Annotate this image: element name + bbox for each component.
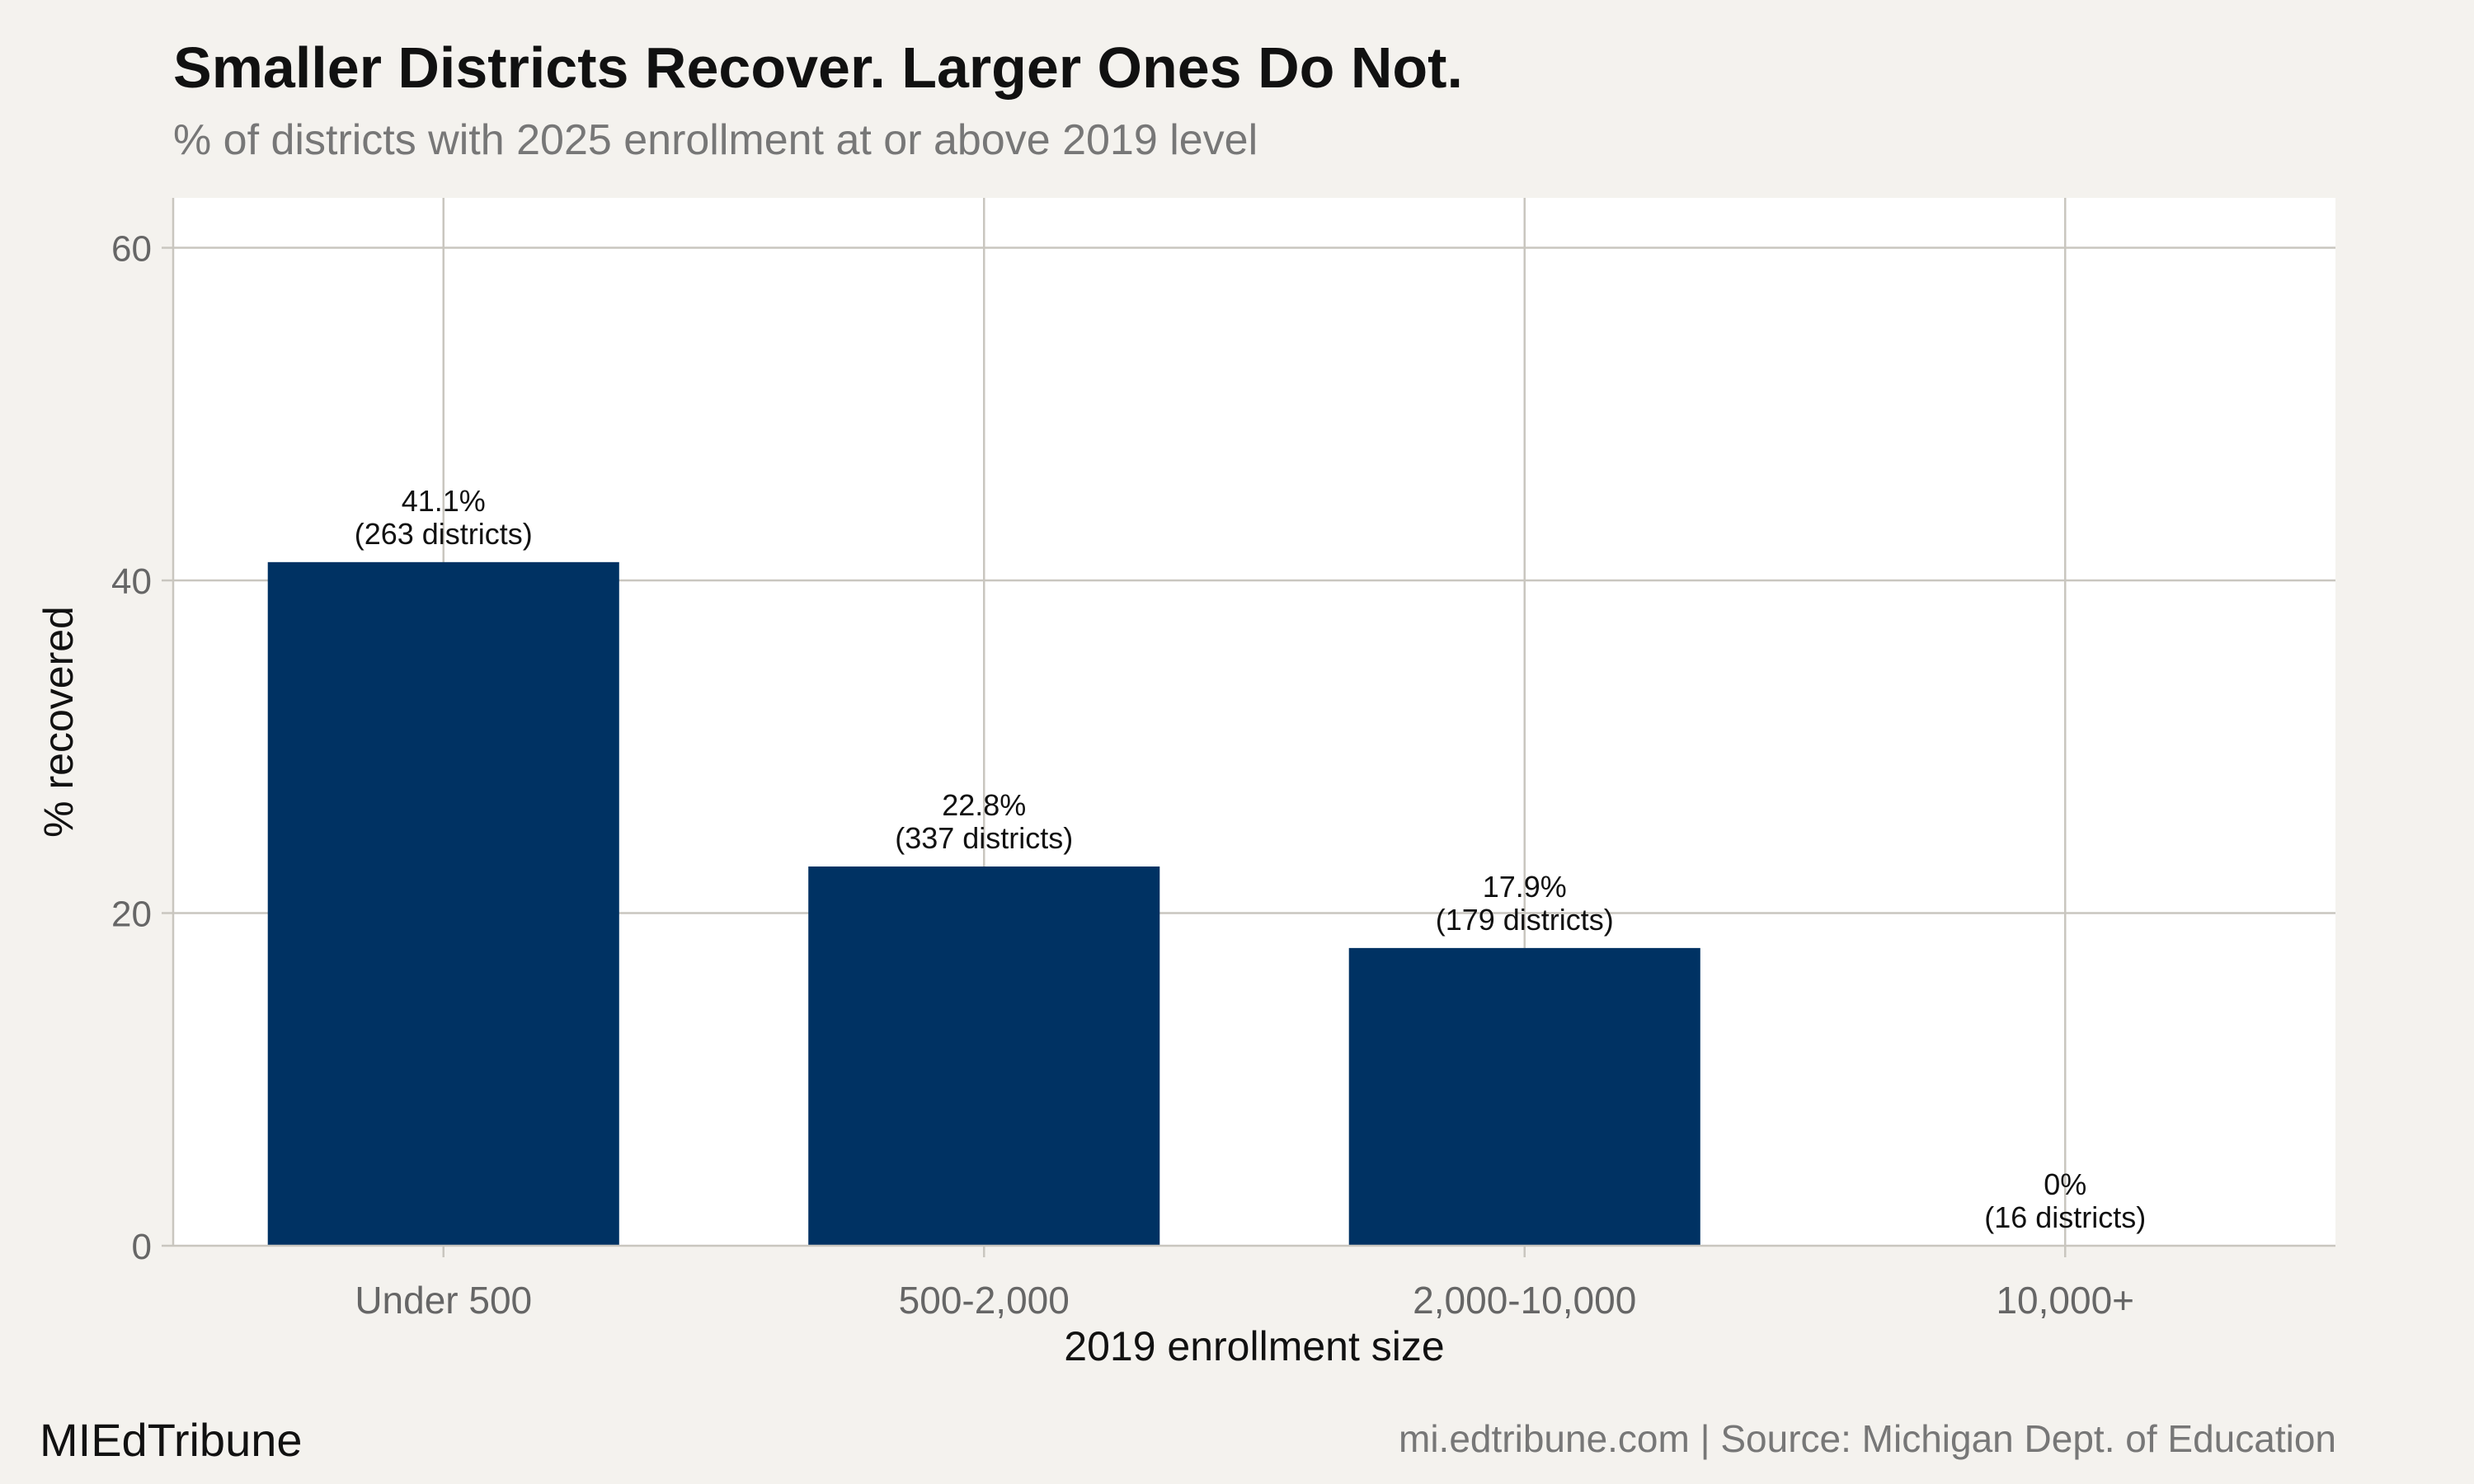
bar <box>808 866 1160 1246</box>
y-tick-label: 20 <box>111 895 152 935</box>
x-tick-label: 10,000+ <box>1996 1279 2134 1322</box>
brand-logo-text: MIEdTribune <box>40 1414 303 1466</box>
bar <box>1348 947 1700 1246</box>
y-tick-label: 40 <box>111 561 152 602</box>
bar <box>267 561 619 1246</box>
x-tick-label: 2,000-10,000 <box>1413 1279 1636 1322</box>
bar-value-label: 17.9% <box>1483 870 1567 904</box>
y-axis-title: % recovered <box>35 606 82 838</box>
x-axis-title: 2019 enrollment size <box>1064 1323 1444 1369</box>
bar-count-label: (16 districts) <box>1984 1200 2146 1234</box>
x-tick-label: Under 500 <box>355 1279 532 1322</box>
x-tick-label: 500-2,000 <box>899 1279 1070 1322</box>
chart-subtitle: % of districts with 2025 enrollment at o… <box>173 116 1258 164</box>
bar-value-label: 41.1% <box>402 484 486 518</box>
bars <box>267 561 1700 1246</box>
y-tick-label: 0 <box>132 1227 152 1267</box>
y-tick-label: 60 <box>111 229 152 270</box>
axes: 0 20 40 60 Under 500 500-2,000 2,000-10,000 10,… <box>111 198 2335 1322</box>
chart-title: Smaller Districts Recover. Larger Ones D… <box>173 35 1463 100</box>
bar-value-label: 0% <box>2044 1167 2086 1201</box>
data-labels: 41.1%(263 districts) 22.8%(337 districts)… <box>355 484 2147 1234</box>
bar-value-label: 22.8% <box>942 788 1026 822</box>
source-note: mi.edtribune.com | Source: Michigan Dept… <box>1399 1417 2336 1460</box>
bar-count-label: (263 districts) <box>355 517 533 551</box>
bar-count-label: (337 districts) <box>895 821 1073 855</box>
bar-count-label: (179 districts) <box>1436 903 1614 937</box>
